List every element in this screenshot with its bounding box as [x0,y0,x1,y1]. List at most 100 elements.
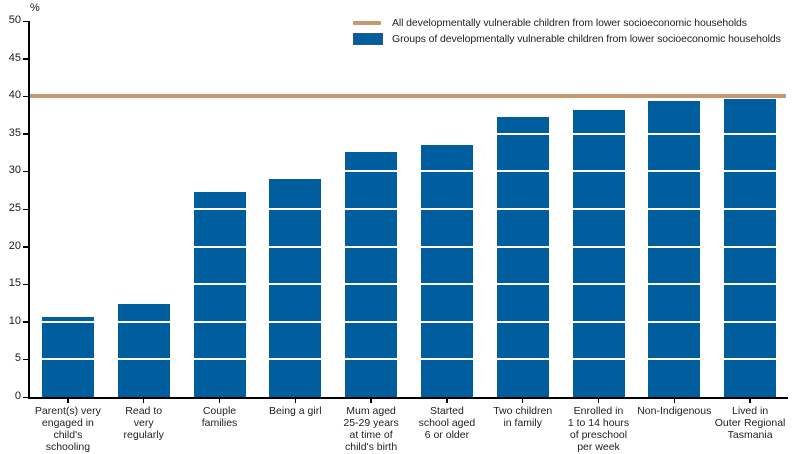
white-gridline [30,170,788,173]
x-axis-label: Non-Indigenous [636,405,712,417]
x-axis-label: Two children in family [485,405,561,429]
white-gridline [30,132,788,135]
x-axis-label-line: Being a girl [269,405,322,417]
y-axis-tick-label: 25 [8,202,21,214]
y-axis-unit-label: % [30,2,40,14]
y-axis-tick [23,246,28,248]
x-axis-tick [370,399,372,403]
y-axis-tick [23,283,28,286]
white-gridline [30,358,788,361]
legend: All developmentally vulnerable children … [353,15,781,46]
x-axis-label-line: Non-Indigenous [637,405,712,417]
x-axis-label: Being a girl [257,405,333,417]
bar [572,110,625,397]
x-axis-label-line: child's [53,429,83,441]
bar [269,178,322,397]
x-axis-label: Read to very regularly [106,405,182,441]
y-axis-tick-label: 30 [8,164,21,177]
y-axis-tick-label: 50 [8,14,21,26]
x-axis-label-line: Enrolled in [573,405,624,417]
y-axis-tick [23,20,28,22]
x-axis-label-line: families [201,417,238,429]
x-axis-tick [521,399,524,403]
y-axis-tick-label: 35 [8,126,21,139]
x-axis-label-line: schooling [45,441,91,453]
legend-item: Groups of developmentally vulnerable chi… [353,31,781,46]
white-gridline [30,283,788,286]
legend-box-swatch-icon [353,32,383,45]
legend-line-swatch-icon [353,20,383,25]
y-axis-tick [23,396,28,398]
x-axis-tick [446,399,448,403]
white-gridline [30,208,788,210]
y-axis-tick [23,95,28,98]
y-axis-line [28,21,30,399]
x-axis-label-line: Two children [493,405,553,417]
bar [345,151,398,397]
legend-label: All developmentally vulnerable children … [392,16,747,29]
x-axis-label-line: in family [503,417,542,429]
x-axis-line [28,397,788,399]
x-axis-tick [673,399,676,403]
x-axis-label-line: regularly [123,429,164,441]
x-axis-label-line: 6 or older [424,429,470,441]
x-axis-label: Lived in Outer Regional Tasmania [712,405,788,441]
bar [193,192,246,397]
x-axis-label: Enrolled in 1 to 14 hours of preschool per … [561,405,637,453]
x-axis-label-line: very [133,417,154,429]
y-axis-tick-label: 20 [8,239,21,252]
y-axis-tick [23,358,28,361]
x-axis-tick [218,399,221,403]
x-axis-label-line: 25-29 years [343,417,399,429]
x-axis-label: Couple families [182,405,258,429]
x-axis-label: Mum aged 25-29 years at time of child's bir… [333,405,409,453]
y-axis-tick-label: 10 [8,314,21,327]
x-axis-tick [597,399,600,403]
x-axis-label-line: Lived in [731,405,769,417]
y-axis-tick [23,321,28,323]
y-axis-tick-label: 45 [8,51,21,64]
x-axis-label-line: of preschool [569,429,628,441]
x-axis-label-line: school aged [418,417,476,429]
x-axis-tick [294,399,297,403]
x-axis-label: Parent(s) very engaged in child's schooling [30,405,106,453]
y-axis-tick [23,170,28,173]
legend-swatch [353,20,381,25]
white-gridline [30,57,788,60]
x-axis-label-line: Couple [202,405,237,417]
white-gridline [30,320,788,323]
x-axis-label-line: engaged in [41,417,94,429]
x-axis-label: Started school aged 6 or older [409,405,485,441]
bar [420,145,473,397]
x-axis-label-line: Parent(s) very [34,405,101,417]
x-axis-label-line: 1 to 14 hours [567,417,630,429]
y-axis-tick [23,133,28,135]
y-axis-tick-label: 5 [14,352,21,365]
white-gridline [30,245,788,248]
x-axis-label-line: child's birth [344,441,398,453]
bar [724,99,777,397]
x-axis-label-line: Mum aged [346,405,396,417]
legend-item: All developmentally vulnerable children … [353,15,781,30]
y-axis-tick [23,208,28,210]
x-axis-label-line: Read to [125,405,163,417]
bar [117,303,170,397]
x-axis-label-line: Outer Regional [714,417,786,429]
y-axis-tick-label: 40 [8,89,21,102]
legend-swatch [353,32,383,45]
x-axis-tick [749,399,751,403]
bar [648,100,701,397]
reference-line [30,94,786,99]
bar [496,116,549,397]
x-axis-tick [142,399,145,403]
x-axis-label-line: at time of [349,429,393,441]
y-axis-tick-label: 0 [14,390,21,402]
bar [41,316,94,397]
x-axis-label-line: per week [577,441,620,453]
y-axis-tick-label: 15 [8,277,21,290]
legend-label: Groups of developmentally vulnerable chi… [392,32,781,45]
x-axis-tick [67,399,69,403]
x-axis-label-line: Tasmania [727,429,773,441]
